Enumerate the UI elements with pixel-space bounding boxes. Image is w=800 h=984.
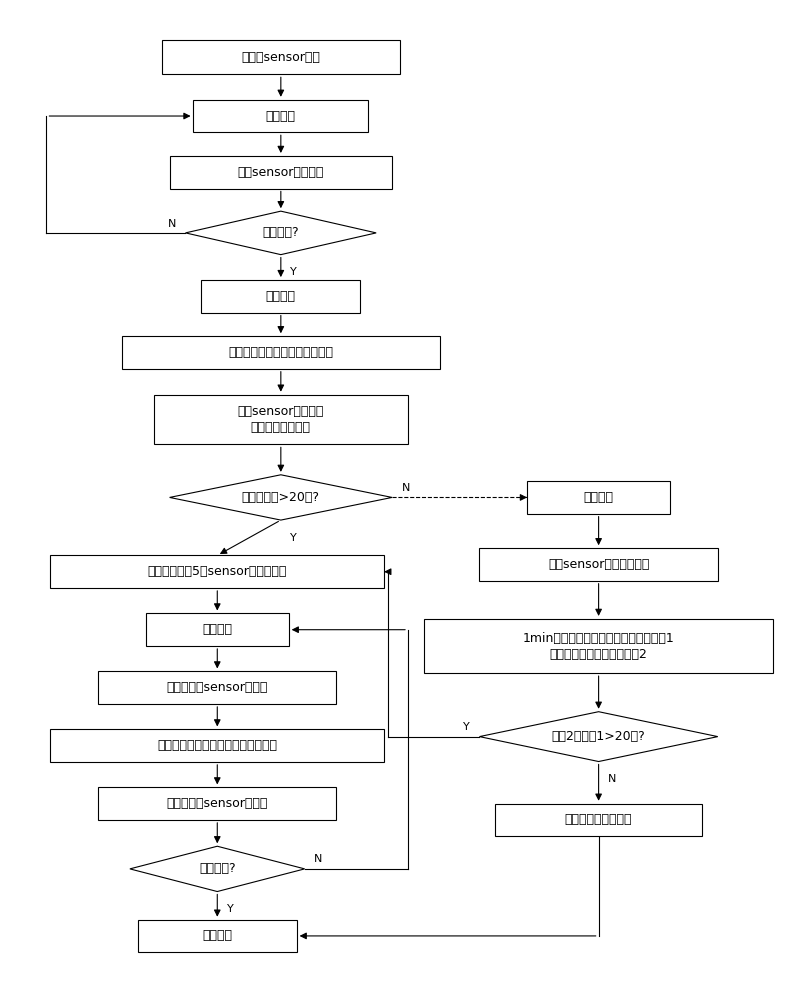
Text: 烧烤加热: 烧烤加热 — [202, 623, 232, 637]
Text: 比较2－比较1>20度?: 比较2－比较1>20度? — [552, 730, 646, 743]
Text: N: N — [608, 774, 617, 784]
Text: 根据当前温度值选取相应的加热方式: 根据当前温度值选取相应的加热方式 — [158, 739, 278, 752]
FancyBboxPatch shape — [162, 40, 400, 75]
FancyBboxPatch shape — [50, 555, 384, 588]
Text: 结束烧烤: 结束烧烤 — [202, 930, 232, 943]
Text: 初始化sensor阵列: 初始化sensor阵列 — [242, 50, 320, 64]
FancyBboxPatch shape — [527, 481, 670, 514]
Polygon shape — [170, 475, 392, 521]
FancyBboxPatch shape — [495, 804, 702, 836]
Text: 删除偏差小于5度sensor，不再使用: 删除偏差小于5度sensor，不再使用 — [147, 565, 287, 579]
Text: Y: Y — [227, 904, 234, 914]
Text: 根据烧烤食物选取相应加热方式: 根据烧烤食物选取相应加热方式 — [228, 346, 334, 359]
Text: Y: Y — [463, 722, 470, 732]
Text: 获取剩余的sensor温度值: 获取剩余的sensor温度值 — [166, 797, 268, 810]
FancyBboxPatch shape — [170, 155, 392, 189]
Text: 获取sensor阵列温度: 获取sensor阵列温度 — [238, 165, 324, 179]
Polygon shape — [479, 711, 718, 762]
Text: 获取sensor阵列的温度值: 获取sensor阵列的温度值 — [548, 558, 650, 571]
Text: 有温度偏差>20度?: 有温度偏差>20度? — [242, 491, 320, 504]
FancyBboxPatch shape — [154, 395, 408, 445]
Text: 1min后扫描值同第一次扫描值进行比较1
同时与热敏电阻值进行比较2: 1min后扫描值同第一次扫描值进行比较1 同时与热敏电阻值进行比较2 — [522, 632, 674, 660]
Polygon shape — [130, 846, 305, 892]
Text: N: N — [167, 219, 176, 229]
Text: 获取sensor阵列温度
及热敏电阻的温度: 获取sensor阵列温度 及热敏电阻的温度 — [238, 405, 324, 434]
FancyBboxPatch shape — [50, 729, 384, 762]
Text: Y: Y — [290, 532, 297, 543]
FancyBboxPatch shape — [138, 920, 297, 953]
Text: 获取剩余的sensor温度值: 获取剩余的sensor温度值 — [166, 681, 268, 694]
FancyBboxPatch shape — [98, 787, 337, 820]
FancyBboxPatch shape — [479, 548, 718, 581]
Text: 预热结束?: 预热结束? — [262, 226, 299, 239]
FancyBboxPatch shape — [424, 619, 774, 673]
FancyBboxPatch shape — [146, 613, 289, 646]
Text: 判断为没有放入食物: 判断为没有放入食物 — [565, 814, 632, 827]
Text: 烧烤加热: 烧烤加热 — [584, 491, 614, 504]
Text: Y: Y — [290, 268, 297, 277]
FancyBboxPatch shape — [194, 99, 368, 132]
FancyBboxPatch shape — [202, 280, 360, 313]
Text: 放入食物: 放入食物 — [266, 290, 296, 303]
Polygon shape — [186, 212, 376, 255]
FancyBboxPatch shape — [122, 337, 440, 369]
FancyBboxPatch shape — [98, 671, 337, 704]
Text: N: N — [402, 483, 410, 493]
Text: N: N — [314, 854, 322, 864]
Text: 烧烤结束?: 烧烤结束? — [199, 862, 235, 876]
Text: 烧烤预热: 烧烤预热 — [266, 109, 296, 123]
